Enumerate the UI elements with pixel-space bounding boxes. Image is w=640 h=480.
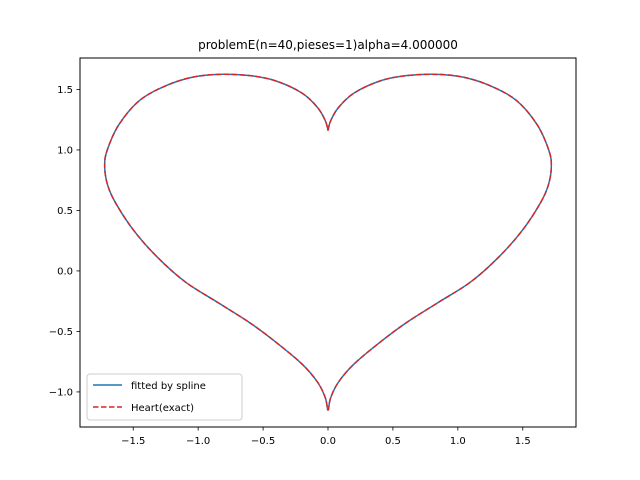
y-tick-label: 0.0 (57, 266, 73, 277)
legend: fitted by spline Heart(exact) (86, 373, 243, 421)
series-line-heart-exact (103, 73, 553, 411)
x-tick-label: 1.0 (450, 436, 466, 447)
x-tick-label: 1.5 (515, 436, 531, 447)
x-tick-label: 0.5 (385, 436, 401, 447)
x-tick-label: −0.5 (251, 436, 275, 447)
x-axis: −1.5 −1.0 −0.5 0.0 0.5 1.0 1.5 (121, 427, 531, 447)
legend-box (86, 373, 243, 421)
x-tick-label: −1.5 (121, 436, 145, 447)
x-tick-label: −1.0 (186, 436, 210, 447)
x-tick-label: 0.0 (320, 436, 336, 447)
y-tick-label: 1.0 (57, 145, 73, 156)
y-axis: −1.0 −0.5 0.0 0.5 1.0 1.5 (49, 85, 80, 398)
y-tick-label: −1.0 (49, 387, 73, 398)
legend-label-fitted-by-spline: fitted by spline (131, 381, 206, 392)
y-tick-label: −0.5 (49, 327, 73, 338)
legend-label-heart-exact: Heart(exact) (131, 403, 194, 414)
series-layer (103, 73, 553, 411)
y-tick-label: 1.5 (57, 85, 73, 96)
y-tick-label: 0.5 (57, 206, 73, 217)
chart-title: problemE(n=40,pieses=1)alpha=4.000000 (198, 38, 458, 52)
